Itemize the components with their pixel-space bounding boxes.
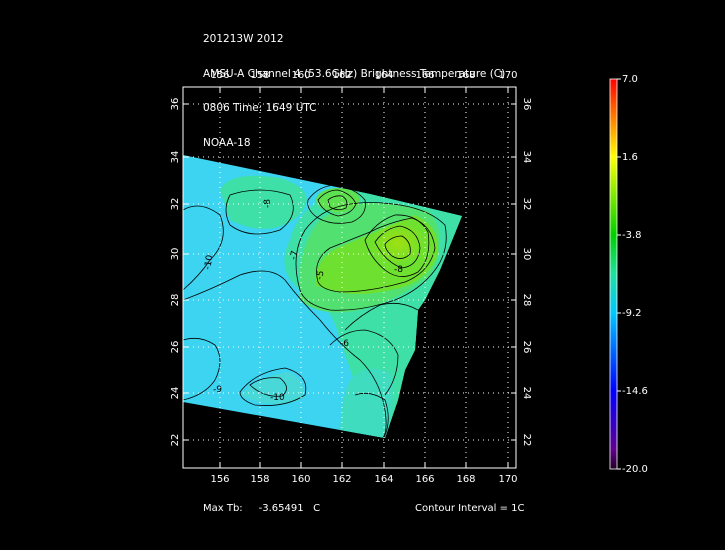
lat-label-left: 22 (170, 434, 181, 447)
lat-label-left: 36 (170, 98, 181, 111)
lon-label-bottom: 164 (374, 474, 393, 485)
contour-line (364, 214, 430, 277)
lon-label-top: 170 (498, 70, 517, 81)
contour-label: -6 (340, 339, 349, 349)
lon-labels-bottom: 156 158 160 162 164 166 168 170 (210, 474, 517, 485)
max-tb-value: -3.65491 (258, 503, 304, 514)
colorbar-label: -3.8 (622, 230, 642, 241)
contour-label: -10 (270, 393, 285, 403)
contour-label: -5 (315, 270, 326, 281)
lon-label-top: 156 (210, 70, 229, 81)
lat-lon-grid (183, 87, 516, 468)
lon-label-top: 158 (250, 70, 269, 81)
contour-line (384, 235, 411, 259)
contour-line (183, 270, 387, 438)
lat-label-right: 34 (521, 151, 532, 164)
field-cool-south (240, 372, 304, 404)
contour-line (327, 195, 348, 211)
colorbar: 7.0 1.6 -3.8 -9.2 -14.6 -20.0 (609, 74, 648, 475)
lon-label-top: 168 (456, 70, 475, 81)
lat-label-right: 36 (521, 98, 532, 111)
lon-label-top: 162 (332, 70, 351, 81)
colorbar-scale (609, 78, 618, 470)
contour-line (183, 205, 224, 291)
colorbar-label: -14.6 (622, 386, 648, 397)
lon-label-bottom: 158 (250, 474, 269, 485)
lat-label-left: 34 (170, 151, 181, 164)
max-tb-label: Max Tb: (203, 503, 243, 514)
contour-line (317, 189, 357, 217)
contour-line (183, 337, 221, 401)
max-tb-unit: C (313, 503, 321, 514)
colorbar-label: -20.0 (622, 464, 648, 475)
title-line-satellite: NOAA-18 (203, 136, 251, 149)
max-tb-readout: Max Tb: -3.65491 C (203, 503, 320, 514)
left-ticks (183, 103, 188, 441)
top-ticks (219, 87, 509, 92)
colorbar-label: 7.0 (622, 74, 638, 85)
title-line-channel: AMSU-A Channel 4 (53.6GHz) Brightness Te… (203, 67, 506, 80)
lat-label-right: 22 (521, 434, 532, 447)
contour-label: -9 (213, 385, 222, 395)
field-cool-west (220, 175, 307, 229)
colorbar-ticks (617, 78, 621, 470)
contour-line (329, 329, 399, 396)
lat-label-left: 30 (170, 248, 181, 261)
lat-label-left: 32 (170, 198, 181, 211)
title-line-storm: 201213W 2012 (203, 33, 284, 45)
tick-marks (183, 87, 516, 468)
lat-label-right: 26 (521, 341, 532, 354)
lat-labels-right: 22 24 26 28 30 32 34 36 (521, 98, 532, 447)
lat-label-left: 28 (170, 294, 181, 307)
lon-label-top: 166 (415, 70, 434, 81)
contour-line (316, 217, 436, 293)
right-ticks (511, 103, 516, 441)
contour-line (374, 225, 421, 269)
contour-label: -7 (289, 250, 300, 261)
colorbar-label: -9.2 (622, 308, 642, 319)
contour-interval: Contour Interval = 1C (415, 503, 525, 514)
contour-label: -10 (203, 254, 215, 270)
lat-label-right: 32 (521, 198, 532, 211)
field-warm-north (316, 188, 360, 212)
lat-label-left: 24 (170, 387, 181, 400)
field-cool-southeast (340, 368, 393, 438)
contour-lines (183, 184, 447, 438)
lon-label-top: 160 (291, 70, 310, 81)
lon-label-bottom: 170 (498, 474, 517, 485)
bottom-ticks (219, 463, 509, 468)
contour-line (225, 189, 294, 235)
lon-label-bottom: 166 (415, 474, 434, 485)
lat-label-right: 30 (521, 248, 532, 261)
title-line-time: 0806 Time: 1649 UTC (203, 102, 317, 114)
contour-line (295, 202, 447, 311)
lon-label-bottom: 160 (291, 474, 310, 485)
lat-label-left: 26 (170, 341, 181, 354)
lon-label-top: 164 (374, 70, 393, 81)
contour-line (344, 302, 419, 331)
map-frame (182, 86, 517, 469)
lat-label-right: 24 (521, 387, 532, 400)
lon-label-bottom: 156 (210, 474, 229, 485)
lon-label-bottom: 162 (332, 474, 351, 485)
contour-line (249, 377, 287, 397)
figure-title: 201213W 2012 AMSU-A Channel 4 (53.6GHz) … (203, 11, 505, 161)
contour-label: -8 (263, 199, 273, 208)
contour-labels: -8 -7 -5 -6 -8 -10 -10 -9 (203, 199, 403, 403)
lon-label-bottom: 168 (456, 474, 475, 485)
contour-line (239, 367, 307, 406)
lon-labels-top: 156 158 160 162 164 166 168 170 (210, 70, 517, 81)
lat-label-right: 28 (521, 294, 532, 307)
contour-label: -8 (394, 265, 403, 275)
lat-labels-left: 22 24 26 28 30 32 34 36 (170, 98, 181, 447)
colorbar-label: 1.6 (622, 152, 638, 163)
brightness-field (183, 155, 462, 438)
